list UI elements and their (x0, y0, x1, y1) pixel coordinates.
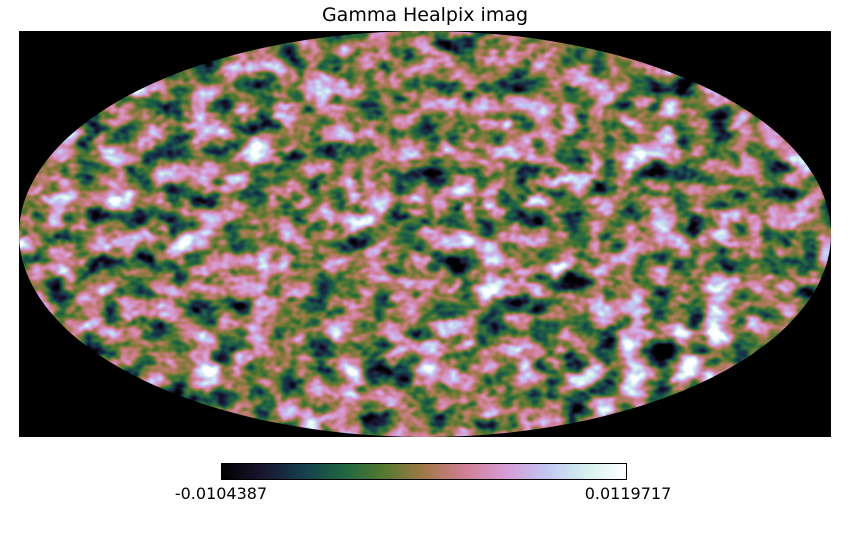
mollweide-sky-map (19, 31, 831, 437)
sky-map-pixels (19, 31, 831, 437)
chart-title: Gamma Healpix imag (321, 4, 529, 26)
colorbar (221, 463, 627, 480)
plot-area (19, 31, 831, 437)
colorbar-min-label: -0.0104387 (174, 484, 268, 503)
colorbar-gradient (222, 464, 626, 479)
colorbar-max-label: 0.0119717 (584, 484, 672, 503)
